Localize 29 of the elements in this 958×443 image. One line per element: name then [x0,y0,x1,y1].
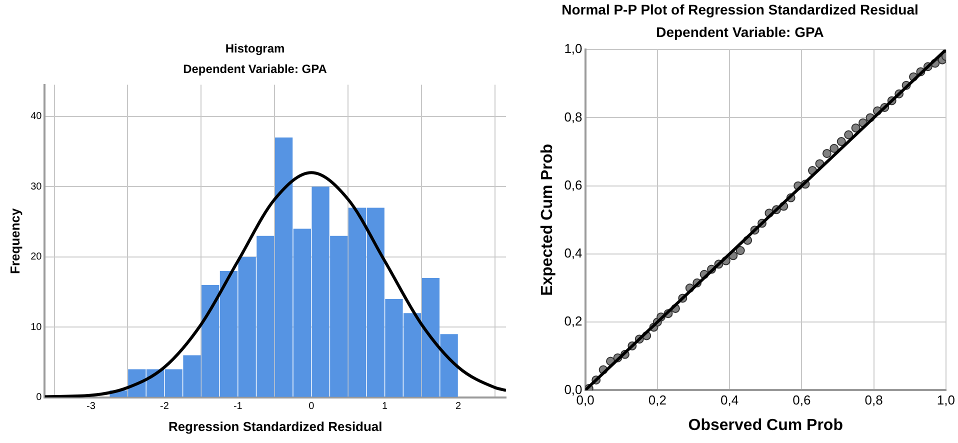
y-axis-title: Expected Cum Prob [539,144,556,296]
y-tick-label: 0,8 [564,109,582,124]
y-tick-label: 20 [30,252,42,263]
y-tick-label: 0,0 [564,382,582,397]
x-tick-label: 0,6 [792,392,811,408]
x-tick-label: 0,2 [648,392,666,408]
x-tick-label: 0 [308,401,315,412]
x-tick-label: -1 [233,401,243,412]
x-tick-label: 0,4 [720,392,739,408]
y-tick-label: 30 [30,181,42,192]
x-tick-label: 0,8 [864,392,883,408]
y-tick-label: 40 [30,111,42,122]
x-tick-label: 1 [382,401,388,412]
y-tick-label: 1,0 [564,41,582,56]
x-axis-title: Observed Cum Prob [688,416,844,434]
y-tick-label: 0,2 [564,314,582,329]
y-tick-label: 10 [30,322,42,333]
y-tick-label: 0,6 [564,177,582,192]
x-axis-title: Regression Standardized Residual [168,418,382,434]
y-axis-title: Frequency [7,207,22,274]
x-tick-label: -3 [86,401,96,412]
chart-title: Histogram [225,42,285,56]
chart-subtitle: Dependent Variable: GPA [183,62,328,76]
y-tick-label: 0,4 [564,246,582,261]
x-tick-label: -2 [160,401,170,412]
x-tick-label: 2 [455,401,462,412]
x-tick-label: 1,0 [936,392,956,408]
chart-title: Normal P-P Plot of Regression Standardized Residual [562,1,918,18]
chart-subtitle: Dependent Variable: GPA [656,24,824,40]
